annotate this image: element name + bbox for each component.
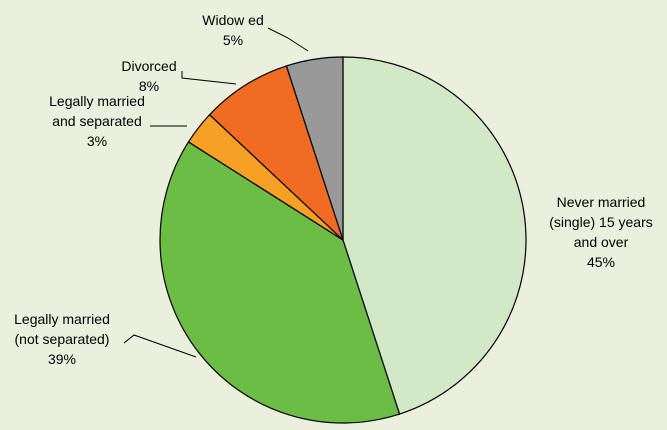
leader-line-legally-married-not-separated [124,335,196,357]
data-label-never-married-single-15-years-and-over: Never married (single) 15 years and over 45… [549,194,653,270]
data-label-widow-ed: Widow ed 5% [202,12,263,48]
data-label-legally-married-and-separated: Legally married and separated 3% [49,93,145,149]
data-label-divorced: Divorced 8% [121,58,176,94]
leader-line-widow-ed [268,28,308,51]
data-label-legally-married-not-separated: Legally married (not separated) 39% [14,311,110,367]
leader-line-divorced [182,71,236,84]
